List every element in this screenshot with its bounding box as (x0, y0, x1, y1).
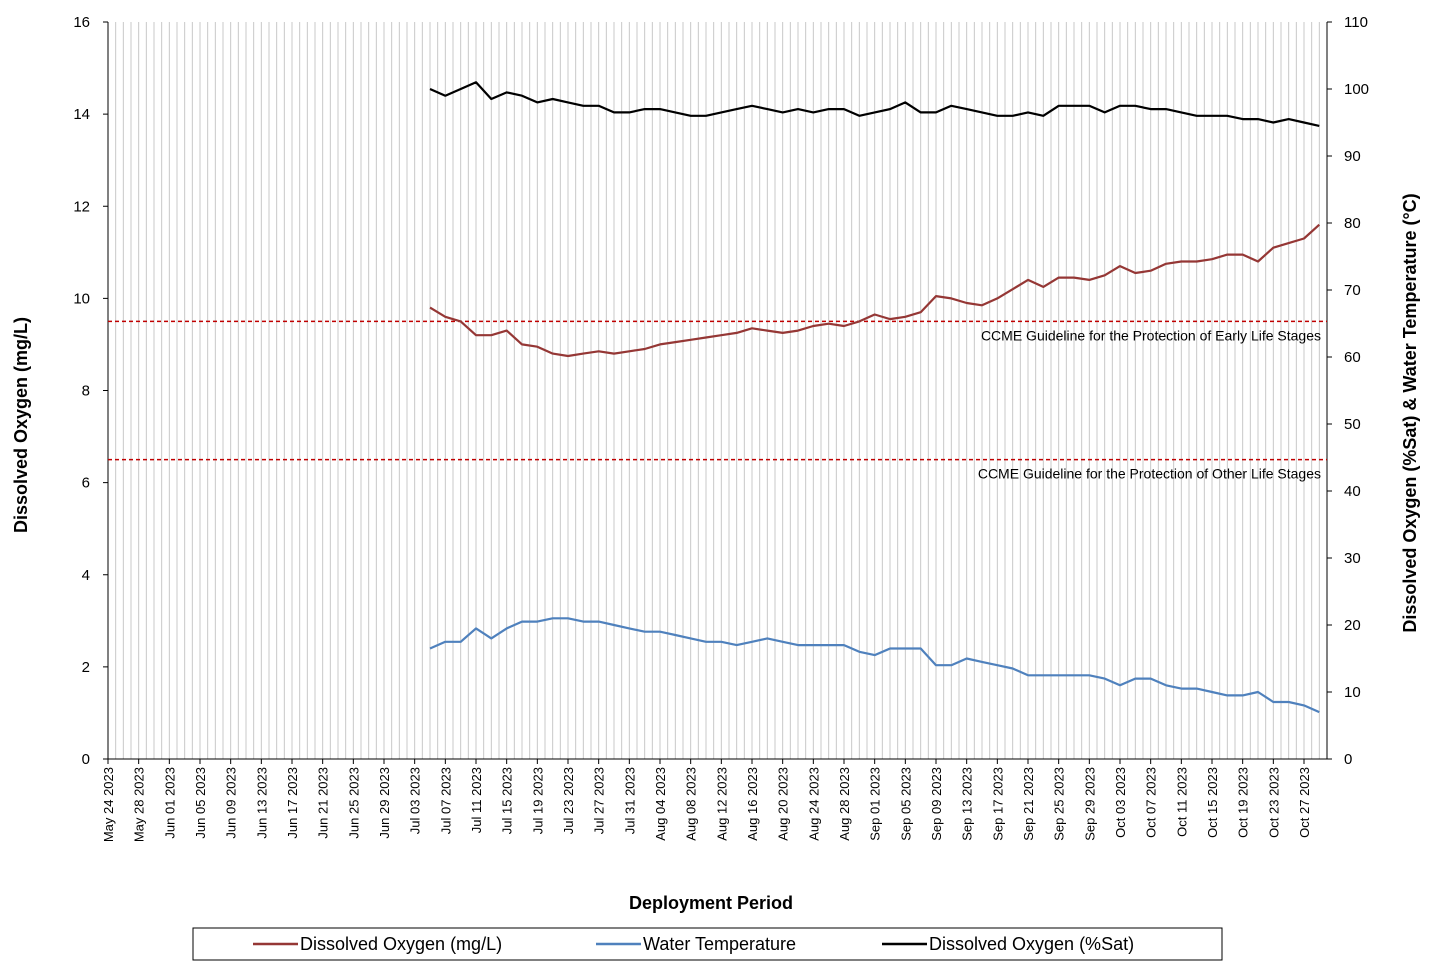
series-line (429, 81, 1320, 127)
y-tick-label: 8 (82, 383, 90, 400)
y2-tick-label: 0 (1344, 751, 1352, 768)
x-tick-label: Oct 07 2023 (1144, 767, 1159, 838)
y2-tick-label: 60 (1344, 349, 1361, 366)
x-tick-label: Jun 09 2023 (224, 767, 239, 839)
y-tick-label: 14 (73, 106, 90, 123)
x-tick-label: Jul 15 2023 (500, 767, 515, 834)
series-line (429, 617, 1320, 714)
x-tick-label: Jul 11 2023 (469, 767, 484, 833)
y2-tick-label: 30 (1344, 550, 1361, 567)
x-tick-label: Oct 23 2023 (1266, 767, 1281, 838)
x-tick-label: Jun 05 2023 (193, 767, 208, 839)
x-axis-title: Deployment Period (629, 893, 793, 913)
x-tick-label: Aug 12 2023 (714, 767, 729, 841)
x-tick-label: Sep 21 2023 (1021, 767, 1036, 841)
y-tick-label: 12 (73, 198, 90, 215)
x-tick-label: Sep 17 2023 (990, 767, 1005, 841)
x-tick-label: Sep 05 2023 (898, 767, 913, 841)
x-tick-label: Oct 27 2023 (1297, 767, 1312, 838)
x-tick-label: Jun 01 2023 (162, 767, 177, 839)
x-tick-label: Jul 31 2023 (622, 767, 637, 834)
y2-tick-label: 40 (1344, 483, 1361, 500)
y2-tick-label: 110 (1344, 14, 1368, 31)
y2-tick-label: 20 (1344, 617, 1361, 634)
y2-tick-label: 90 (1344, 148, 1361, 165)
x-tick-label: Jun 29 2023 (377, 767, 392, 839)
x-tick-label: Sep 01 2023 (868, 767, 883, 841)
legend (192, 927, 1223, 961)
y-tick-label: 16 (73, 14, 90, 31)
x-tick-label: Jul 03 2023 (408, 767, 423, 834)
y-tick-label: 6 (82, 475, 90, 492)
x-tick-label: Sep 13 2023 (960, 767, 975, 841)
x-tick-label: Aug 28 2023 (837, 767, 852, 841)
y2-tick-label: 70 (1344, 282, 1361, 299)
x-tick-label: Oct 03 2023 (1113, 767, 1128, 838)
y-tick-label: 0 (82, 751, 90, 768)
x-tick-label: Sep 09 2023 (929, 767, 944, 841)
legend-label: Dissolved Oxygen (%Sat) (929, 934, 1134, 954)
x-tick-label: Aug 04 2023 (653, 767, 668, 841)
x-tick-label: Oct 19 2023 (1236, 767, 1251, 838)
x-tick-label: Oct 11 2023 (1174, 767, 1189, 837)
legend-label: Dissolved Oxygen (mg/L) (300, 934, 502, 954)
x-tick-label: Jul 19 2023 (530, 767, 545, 834)
x-tick-label: Aug 08 2023 (684, 767, 699, 841)
y2-tick-label: 50 (1344, 416, 1361, 433)
x-tick-label: Jun 25 2023 (346, 767, 361, 839)
reference-label: CCME Guideline for the Protection of Oth… (978, 466, 1321, 482)
legend-label: Water Temperature (643, 934, 796, 954)
y-tick-label: 10 (73, 290, 90, 307)
x-tick-label: Jun 13 2023 (254, 767, 269, 839)
y2-axis-title: Dissolved Oxygen (%Sat) & Water Temperat… (1400, 193, 1420, 632)
x-tick-label: Sep 29 2023 (1082, 767, 1097, 841)
x-tick-label: Jul 23 2023 (561, 767, 576, 834)
series-line (429, 223, 1321, 358)
reference-label: CCME Guideline for the Protection of Ear… (981, 327, 1321, 343)
y-tick-label: 4 (82, 567, 90, 584)
x-tick-label: Aug 16 2023 (745, 767, 760, 841)
x-tick-label: May 28 2023 (132, 767, 147, 842)
y-tick-label: 2 (82, 659, 90, 676)
x-tick-label: May 24 2023 (101, 767, 116, 842)
y2-tick-label: 100 (1344, 81, 1369, 98)
y-axis-title: Dissolved Oxygen (mg/L) (11, 317, 31, 533)
x-tick-label: Aug 20 2023 (776, 767, 791, 841)
x-tick-label: Jun 17 2023 (285, 767, 300, 839)
x-tick-label: Jul 27 2023 (592, 767, 607, 834)
x-tick-label: Sep 25 2023 (1052, 767, 1067, 841)
y2-tick-label: 10 (1344, 684, 1361, 701)
y2-tick-label: 80 (1344, 215, 1361, 232)
x-tick-label: Oct 15 2023 (1205, 767, 1220, 838)
x-tick-label: Jun 21 2023 (316, 767, 331, 839)
x-tick-label: Aug 24 2023 (806, 767, 821, 841)
x-tick-label: Jul 07 2023 (438, 767, 453, 834)
